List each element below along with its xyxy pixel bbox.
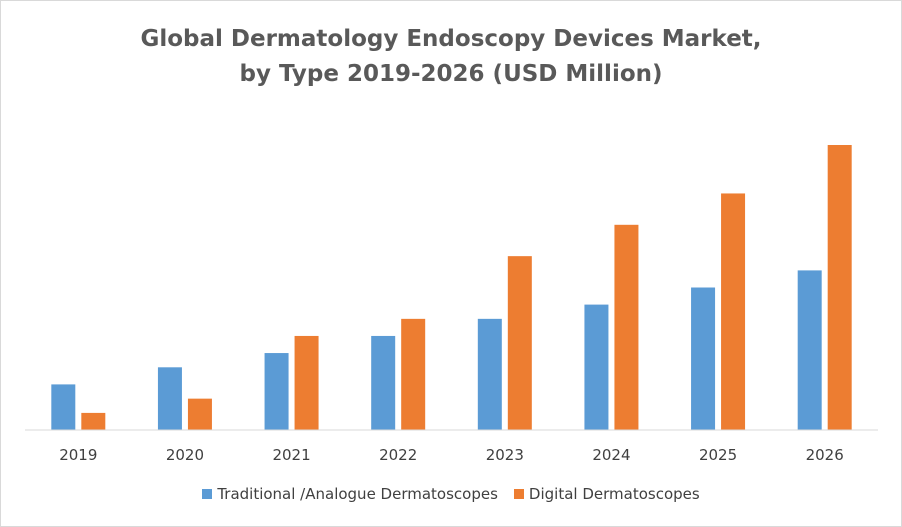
bar-digital-2019 [81,412,106,430]
bar-digital-2026 [827,145,852,430]
chart-title-line2: by Type 2019-2026 (USD Million) [239,61,663,87]
bar-traditional-2021 [264,353,289,430]
legend-swatch-digital [513,489,524,499]
bar-digital-2020 [187,398,212,430]
legend-swatch-traditional [202,489,213,499]
legend-item-traditional: Traditional /Analogue Dermatoscopes [202,485,498,503]
x-tick-label-2024: 2024 [592,446,630,464]
bar-traditional-2024 [584,304,609,430]
x-tick-label-2019: 2019 [59,446,97,464]
bar-digital-2025 [721,193,746,430]
bar-digital-2023 [507,256,532,430]
x-tick-label-2022: 2022 [379,446,417,464]
bar-digital-2021 [294,335,319,430]
x-tick-label-2025: 2025 [699,446,737,464]
bar-digital-2024 [614,224,639,430]
bar-traditional-2023 [477,318,502,430]
legend-label-traditional: Traditional /Analogue Dermatoscopes [217,485,498,503]
bar-traditional-2026 [797,270,822,430]
x-tick-label-2020: 2020 [166,446,204,464]
legend-label-digital: Digital Dermatoscopes [528,485,700,503]
bar-traditional-2019 [51,384,76,430]
legend: Traditional /Analogue Dermatoscopes Digi… [0,485,902,503]
bar-digital-2022 [401,318,426,430]
bar-traditional-2025 [691,287,716,430]
x-tick-labels: 2019 2020 2021 2022 2023 2024 2025 2026 [59,446,844,464]
x-tick-label-2023: 2023 [486,446,524,464]
bars-group [51,145,852,430]
legend-item-digital: Digital Dermatoscopes [513,485,700,503]
bar-traditional-2022 [371,335,396,430]
x-tick-label-2021: 2021 [272,446,310,464]
x-tick-label-2026: 2026 [806,446,844,464]
bar-traditional-2020 [157,367,182,430]
chart-title-line1: Global Dermatology Endoscopy Devices Mar… [140,26,762,52]
chart-title: Global Dermatology Endoscopy Devices Mar… [0,22,902,92]
